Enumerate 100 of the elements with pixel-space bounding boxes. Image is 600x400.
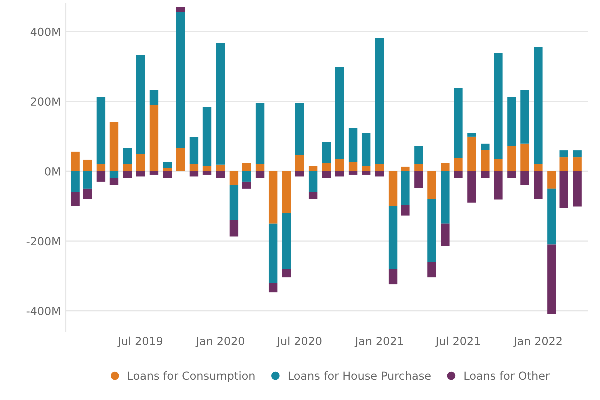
bar [428, 262, 436, 278]
y-tick-label: 0M [45, 167, 60, 176]
bar [71, 192, 80, 206]
bar [481, 171, 490, 178]
bar [150, 171, 159, 175]
bar [414, 171, 424, 188]
bar [520, 90, 530, 144]
bar [375, 164, 384, 172]
bar [282, 269, 292, 278]
bar [534, 171, 543, 200]
bar [560, 158, 568, 172]
bar [256, 164, 265, 172]
x-tick-label: Jan 2020 [196, 337, 244, 348]
bar [282, 171, 292, 214]
bar [441, 171, 450, 224]
bar [150, 105, 159, 172]
bar [335, 67, 344, 160]
bar [230, 171, 239, 186]
bar [230, 185, 239, 220]
bar [308, 192, 318, 200]
bar [401, 205, 410, 216]
bar [308, 166, 318, 172]
legend-label: Loans for House Purchase [288, 372, 431, 380]
bar [268, 224, 278, 284]
x-tick-label: Jan 2022 [513, 337, 562, 348]
bar [520, 171, 530, 186]
bar [202, 107, 212, 166]
bar [428, 199, 436, 262]
bar [494, 171, 503, 200]
bar [454, 88, 463, 158]
bar [136, 154, 146, 172]
bar [282, 213, 292, 270]
bar [202, 166, 212, 172]
bar [230, 220, 239, 237]
bar [362, 133, 371, 166]
bar [388, 269, 398, 285]
bar [520, 144, 530, 172]
bar [242, 171, 252, 182]
bar [256, 103, 265, 165]
legend-label: Loans for Consumption [128, 372, 255, 382]
bar [481, 144, 490, 150]
bar [454, 158, 463, 172]
bar [190, 171, 199, 177]
bar [322, 171, 332, 178]
bar [375, 38, 384, 165]
bar [468, 171, 476, 203]
bar [468, 136, 476, 172]
bar [494, 159, 503, 172]
bar [83, 188, 92, 200]
y-tick-label: 200M [31, 98, 60, 106]
bar [401, 171, 410, 206]
bar [468, 133, 476, 137]
bar [534, 164, 543, 172]
bar [362, 166, 371, 172]
x-tick-label: Jan 2021 [354, 337, 404, 348]
bar [216, 43, 226, 165]
bar [295, 171, 304, 177]
bar [96, 164, 106, 172]
bar [123, 148, 132, 165]
bar [83, 160, 92, 172]
x-tick-label: Jul 2021 [435, 336, 480, 348]
y-tick-label: -200M [26, 237, 60, 246]
bar [414, 146, 424, 165]
bar [136, 171, 146, 177]
bar [414, 164, 424, 172]
bar [176, 7, 186, 12]
bar [348, 128, 358, 162]
bar [348, 171, 358, 175]
bar [216, 171, 226, 178]
bar [136, 55, 146, 154]
bar [71, 152, 80, 172]
bar [110, 171, 119, 178]
bar [110, 178, 119, 186]
bar [560, 171, 568, 208]
bar [216, 164, 226, 172]
x-tick-label: Jul 2020 [276, 336, 322, 348]
bar [441, 163, 450, 172]
bar [494, 53, 503, 160]
bar [362, 171, 371, 175]
bar [71, 171, 80, 192]
bar [375, 171, 384, 177]
bar [176, 12, 186, 148]
bar [163, 162, 172, 168]
bar [573, 150, 582, 158]
bar [441, 224, 450, 247]
bar [508, 146, 516, 172]
bar [348, 162, 358, 172]
bar [388, 206, 398, 270]
x-tick-label: Jul 2019 [118, 336, 163, 348]
bar [163, 171, 172, 178]
bar [335, 159, 344, 172]
bar [560, 150, 568, 158]
bar [573, 171, 582, 207]
y-tick-label: 400M [30, 28, 60, 36]
bar [308, 171, 318, 192]
bar [150, 90, 159, 106]
bar [268, 171, 278, 224]
bar [268, 283, 278, 293]
bar [534, 47, 543, 165]
bar [242, 163, 252, 172]
